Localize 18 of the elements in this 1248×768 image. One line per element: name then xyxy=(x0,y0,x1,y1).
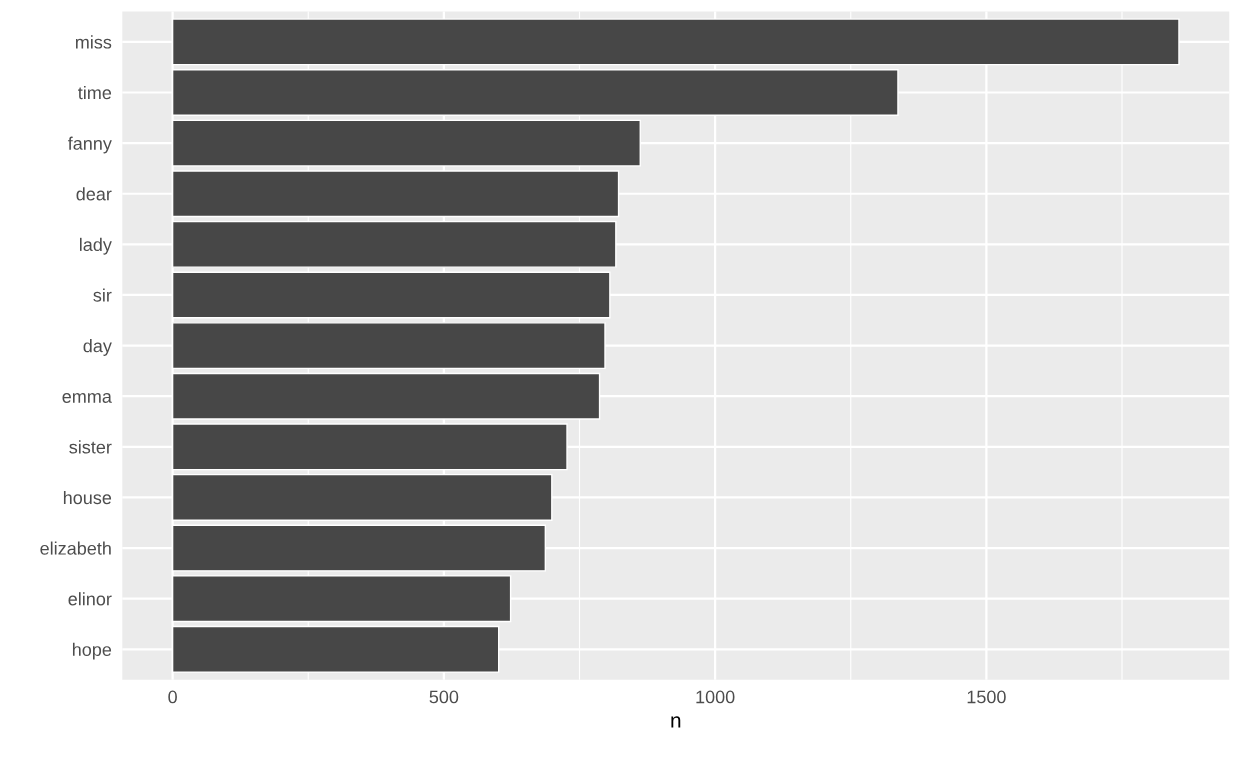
y-tick-label: miss xyxy=(75,35,112,49)
y-tick-label: time xyxy=(78,85,112,100)
x-axis-title: n xyxy=(671,716,681,728)
y-tick-label: hope xyxy=(72,642,112,660)
x-tick-label: 500 xyxy=(429,690,459,704)
y-tick-label: house xyxy=(63,490,112,505)
y-tick-label: day xyxy=(83,339,112,356)
x-tick-label: 1500 xyxy=(967,690,1006,704)
y-tick-label: lady xyxy=(79,237,112,255)
y-tick-label: emma xyxy=(62,393,112,403)
y-tick-label: fanny xyxy=(67,136,112,154)
x-tick-label: 1000 xyxy=(696,690,735,704)
x-tick-label: 0 xyxy=(168,690,177,704)
y-tick-label: dear xyxy=(76,187,112,201)
y-tick-label: elizabeth xyxy=(40,541,111,555)
y-tick-label: sir xyxy=(93,288,112,302)
y-tick-label: elinor xyxy=(68,592,112,606)
y-tick-label: sister xyxy=(69,440,112,454)
